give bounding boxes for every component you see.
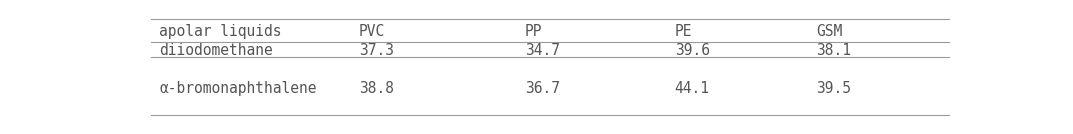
Text: PVC: PVC bbox=[358, 24, 385, 39]
Text: 44.1: 44.1 bbox=[675, 81, 709, 96]
Text: 39.6: 39.6 bbox=[675, 43, 709, 58]
Text: PE: PE bbox=[675, 24, 692, 39]
Text: 38.8: 38.8 bbox=[358, 81, 394, 96]
Text: diiodomethane: diiodomethane bbox=[159, 43, 273, 58]
Text: 38.1: 38.1 bbox=[815, 43, 851, 58]
Text: 34.7: 34.7 bbox=[525, 43, 560, 58]
Text: apolar liquids: apolar liquids bbox=[159, 24, 281, 39]
Text: α-bromonaphthalene: α-bromonaphthalene bbox=[159, 81, 317, 96]
Text: PP: PP bbox=[525, 24, 543, 39]
Text: 39.5: 39.5 bbox=[815, 81, 851, 96]
Text: GSM: GSM bbox=[815, 24, 842, 39]
Text: 36.7: 36.7 bbox=[525, 81, 560, 96]
Text: 37.3: 37.3 bbox=[358, 43, 394, 58]
